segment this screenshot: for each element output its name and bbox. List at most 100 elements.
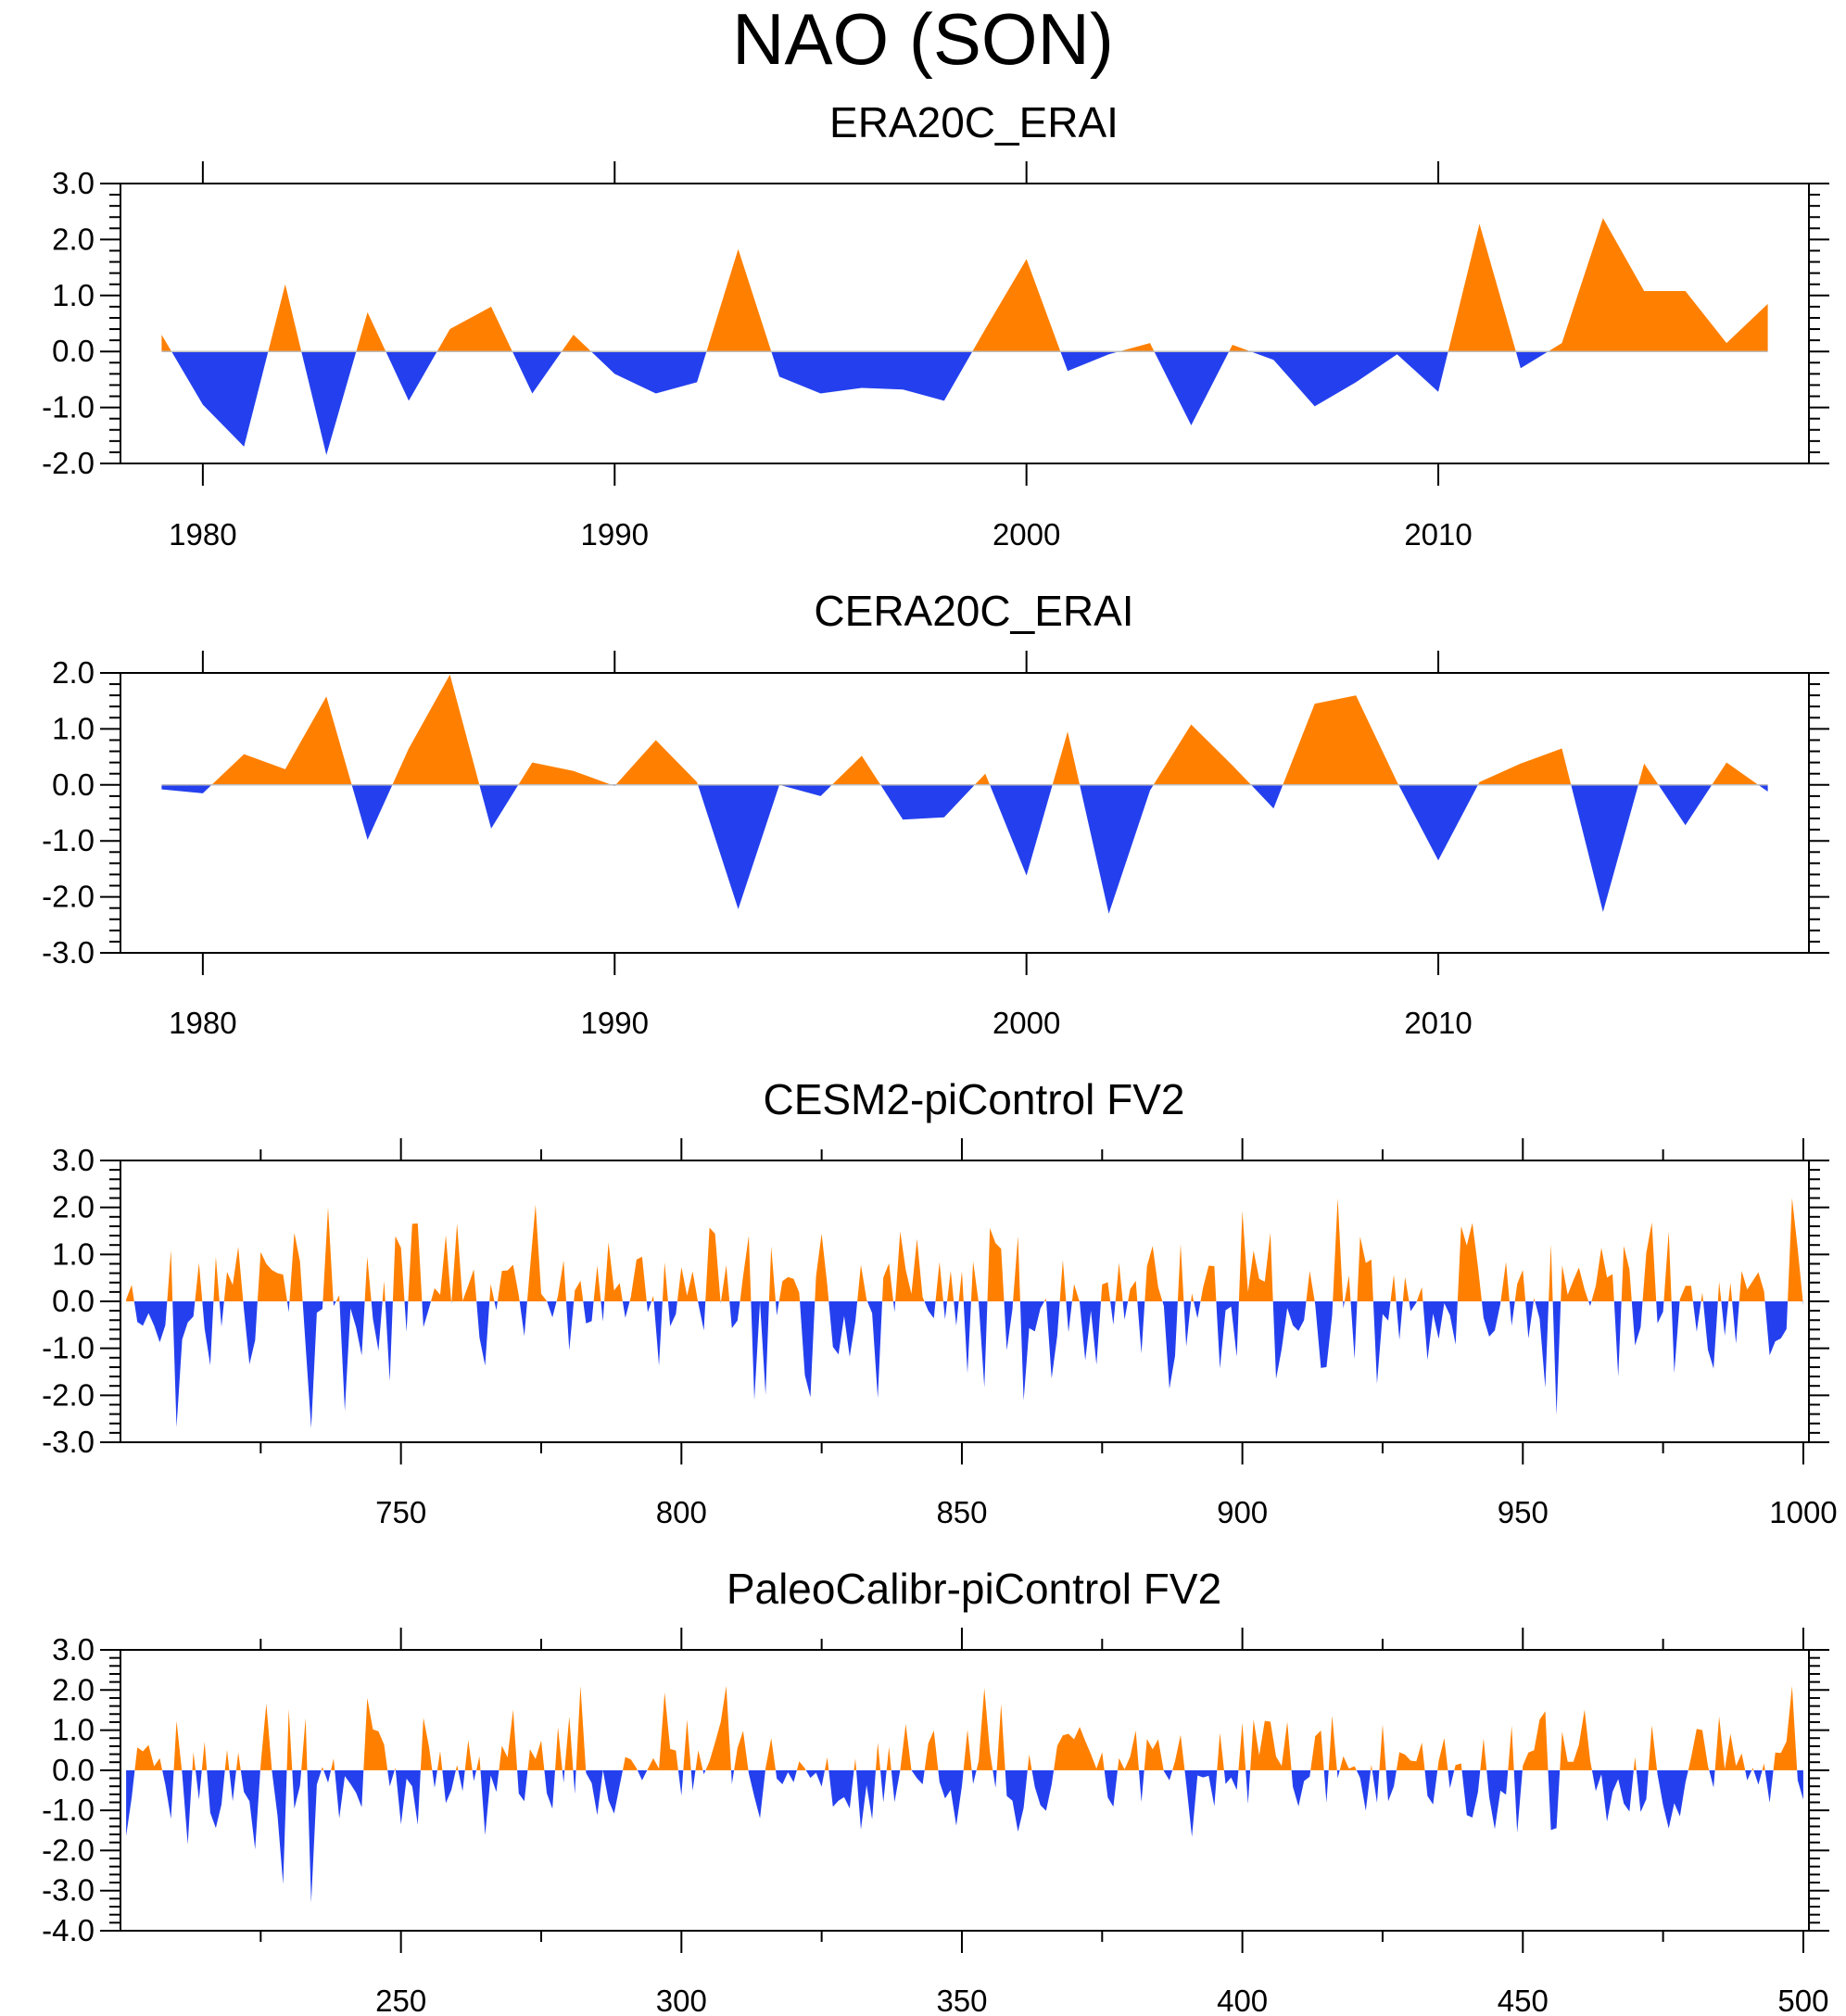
positive-area [831,755,881,785]
positive-area [705,1686,731,1770]
positive-area [1101,1282,1111,1301]
panel-cesm2: CESM2-piControl FV2 3.0 2.0 1.0 0.0 -1.0 -2.0 -… [42,1075,1838,1529]
positive-area [1328,1716,1337,1770]
negative-area [1486,1769,1509,1830]
negative-area [856,1769,876,1830]
negative-area [371,1301,383,1351]
negative-area [1272,1301,1307,1379]
negative-area [562,1769,565,1783]
positive-area [647,1692,678,1770]
positive-area [1118,1731,1139,1770]
positive-area [683,1719,691,1770]
negative-area [1396,1301,1403,1340]
y-tick-label: -3.0 [42,1425,95,1459]
negative-area [196,1769,202,1800]
positive-area [721,1265,730,1301]
positive-area [987,1228,1005,1301]
negative-area [1323,1769,1329,1803]
panel-title: CESM2-piControl FV2 [763,1075,1184,1123]
negative-area [800,1301,816,1398]
negative-area [602,1769,623,1814]
positive-area [1306,1271,1315,1301]
positive-area [1751,1768,1754,1770]
positive-area [257,1251,287,1301]
panel-title: PaleoCalibr-piControl FV2 [727,1565,1221,1613]
x-tick-label: 1990 [581,517,649,552]
y-tick-label: 0.0 [52,334,95,368]
positive-area [924,1731,939,1770]
negative-area [990,784,1053,876]
negative-area [1692,1301,1701,1332]
x-tick-label: 450 [1498,1984,1549,2016]
positive-area [224,1749,230,1770]
positive-area [382,1280,386,1301]
negative-area [1291,1769,1311,1807]
negative-area [1515,351,1549,369]
negative-area [1336,1769,1340,1779]
negative-area [240,1769,260,1850]
negative-area [731,1769,735,1784]
positive-area [705,1227,721,1301]
positive-area [900,1724,912,1770]
negative-area [938,1769,964,1826]
positive-area [451,1223,477,1301]
positive-area [1633,1756,1637,1770]
positive-area [431,1235,451,1301]
positive-area [564,1716,574,1770]
positive-area [455,1765,459,1770]
positive-area [1310,1731,1324,1770]
negative-area [422,1301,431,1327]
negative-area [1591,1769,1634,1822]
negative-area [583,1301,594,1324]
negative-area [432,1769,437,1788]
negative-area [891,1769,901,1803]
positive-area [695,1750,703,1770]
x-tick-label: 350 [936,1984,987,2016]
negative-area [1588,1301,1592,1307]
main-title: NAO (SON) [732,0,1114,80]
positive-area [734,1731,749,1770]
positive-area [436,306,512,352]
positive-area [173,1720,183,1770]
positive-area [958,1271,964,1301]
negative-area [978,1301,988,1388]
negative-area [1162,1301,1178,1389]
negative-area [993,1769,997,1788]
negative-area [386,351,437,401]
negative-area [1183,1301,1192,1347]
negative-area [479,784,519,829]
positive-area [134,1744,163,1770]
positive-area [1027,1755,1032,1770]
positive-area [947,1271,955,1301]
positive-area [976,1688,993,1770]
positive-area [526,1204,548,1301]
x-tick-label: 1980 [169,517,236,552]
negative-area [963,1301,971,1374]
positive-area [1396,1743,1425,1770]
negative-area [1764,1769,1774,1803]
negative-area [1671,1301,1680,1374]
positive-area [1071,1284,1080,1301]
negative-area [292,1769,302,1809]
negative-area [566,1301,575,1350]
positive-area [195,1262,203,1301]
negative-area [573,1769,576,1794]
positive-area [489,1284,495,1301]
positive-area [321,1767,324,1770]
y-tick-label: -1.0 [42,1331,95,1365]
plot-frame [120,1649,1810,1932]
positive-area [259,1704,272,1770]
negative-area [1422,1301,1458,1361]
positive-area [167,1249,173,1301]
negative-area [339,1301,365,1412]
positive-area [322,1207,334,1301]
negative-area [472,1769,476,1781]
y-tick-label: 0.0 [52,767,95,802]
x-tick-label: 800 [656,1495,707,1529]
negative-area [1139,1769,1144,1803]
x-tick-label: 300 [656,1984,707,2016]
negative-area [1409,1301,1417,1312]
plot-frame [120,183,1810,464]
negative-area [458,1769,465,1792]
negative-area [1122,1301,1129,1320]
